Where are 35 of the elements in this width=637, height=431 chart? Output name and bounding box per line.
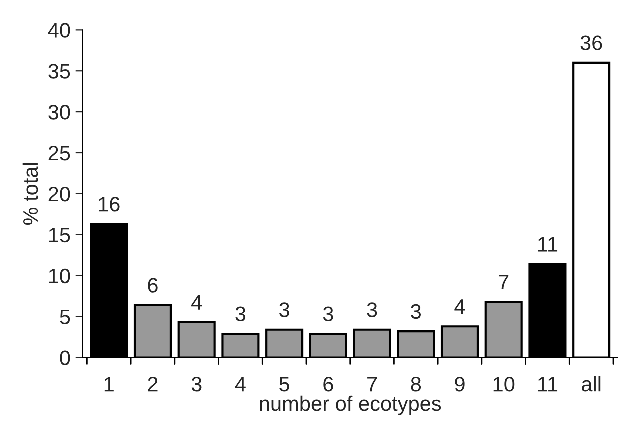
data-label: 3 — [280, 302, 290, 318]
data-label: 3 — [236, 306, 246, 322]
x-tick-label: 9 — [455, 377, 465, 392]
x-tick-label: 3 — [192, 377, 202, 392]
y-tick-label: 30 — [48, 105, 70, 120]
data-label: 11 — [538, 237, 558, 252]
y-tick-label: 5 — [60, 310, 70, 325]
y-tick-label: 15 — [49, 228, 70, 243]
x-tick-label: all — [582, 376, 601, 392]
x-tick-label: 10 — [494, 377, 515, 392]
x-tick-label: 7 — [368, 377, 378, 392]
data-label: 4 — [454, 300, 466, 314]
data-label: 3 — [367, 302, 378, 318]
x-tick-label: 6 — [324, 377, 334, 392]
y-tick-label: 35 — [48, 64, 70, 79]
data-label: 3 — [411, 304, 422, 320]
x-tick-label: 11 — [538, 377, 558, 392]
data-label: 16 — [99, 197, 120, 212]
y-tick-label: 0 — [60, 350, 70, 366]
x-tick-label: 8 — [411, 377, 422, 392]
x-tick-label: 5 — [280, 377, 290, 392]
x-tick-label: 1 — [104, 377, 114, 392]
y-tick-label: 25 — [48, 146, 70, 161]
x-tick-label: 4 — [235, 377, 246, 392]
y-tick-label: 40 — [48, 23, 70, 38]
data-label: 6 — [148, 278, 158, 293]
y-tick-label: 20 — [48, 186, 70, 202]
y-axis-title: % total — [22, 163, 38, 226]
x-tick-label: 2 — [148, 377, 158, 392]
data-label: 4 — [192, 296, 202, 310]
x-axis-title: number of ecotypes — [260, 396, 442, 416]
data-label: 3 — [323, 306, 334, 322]
data-label: 7 — [499, 275, 509, 290]
data-label: 36 — [580, 36, 602, 50]
y-tick-label: 10 — [49, 268, 70, 284]
